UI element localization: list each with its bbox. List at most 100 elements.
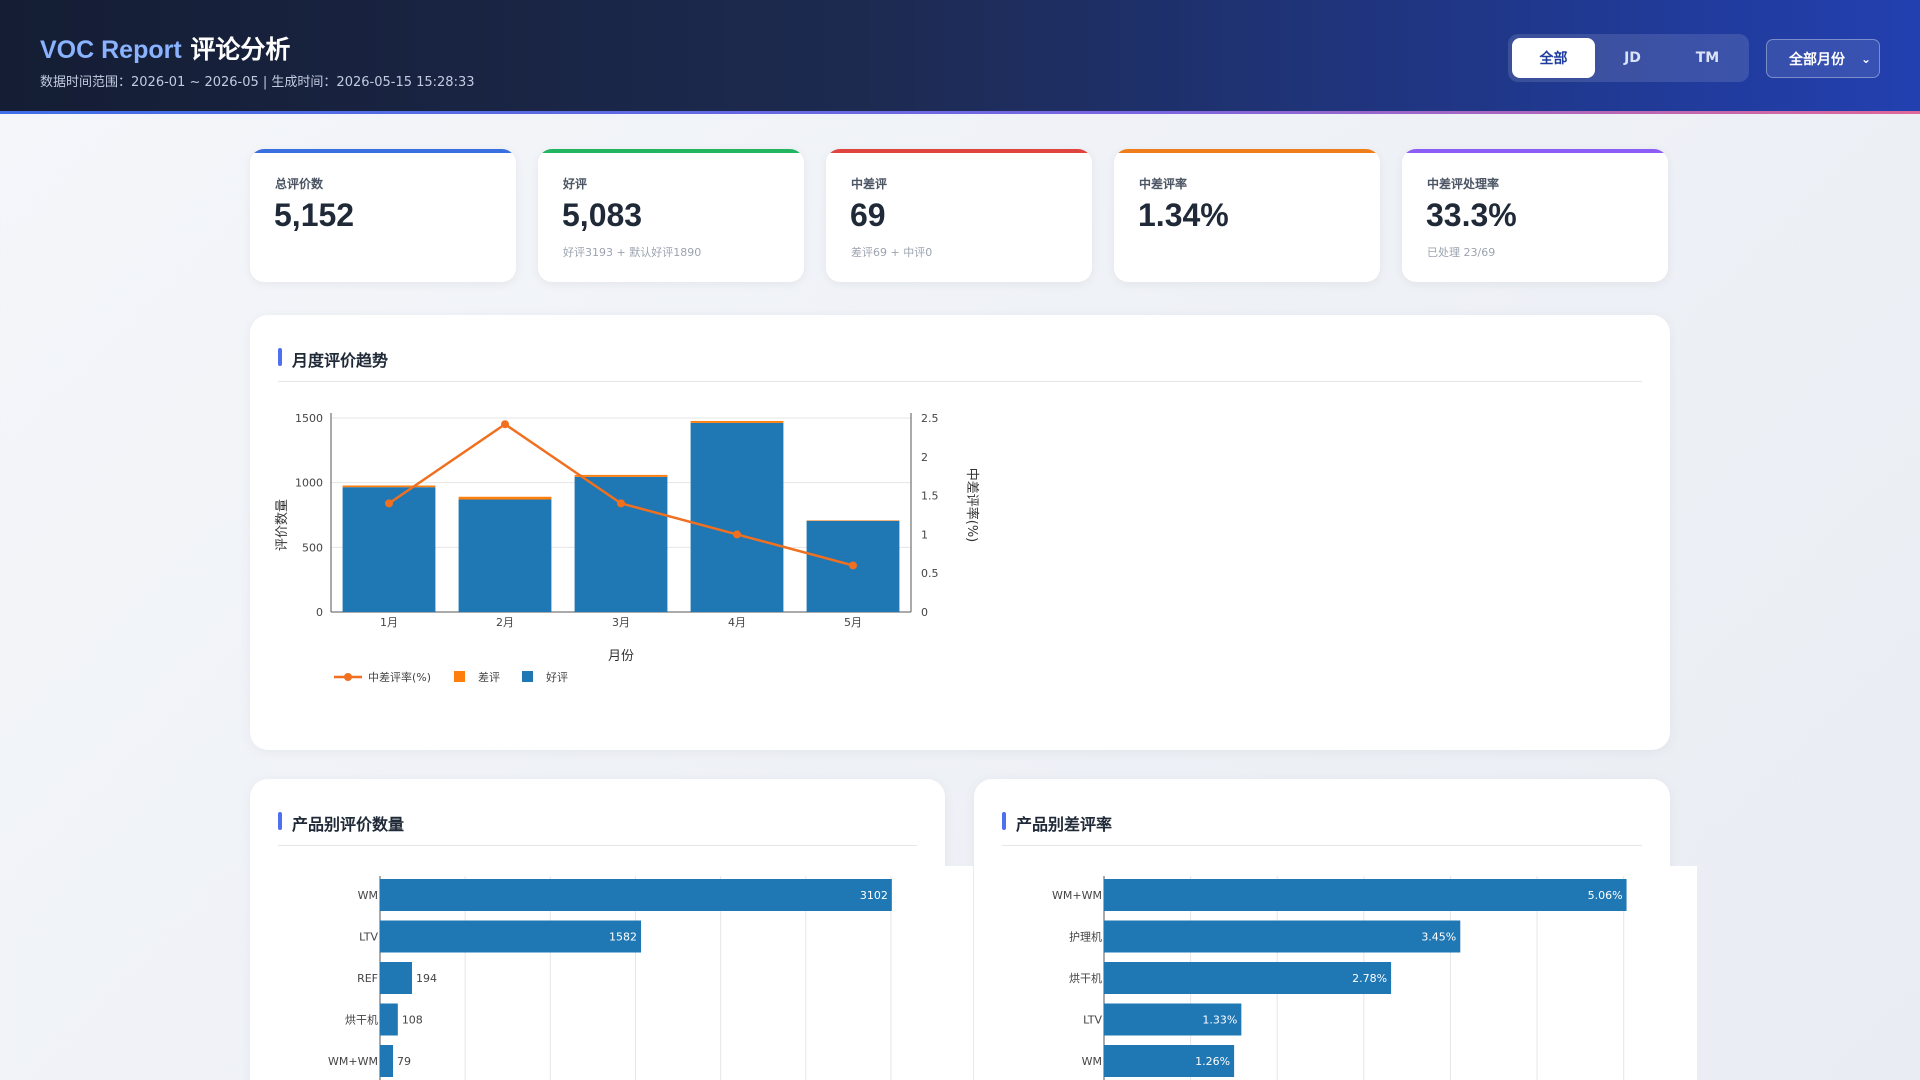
- kpi-value: 5,083: [562, 197, 643, 233]
- kpi-value: 1.34%: [1138, 197, 1229, 233]
- category-label: WM+WM: [1052, 889, 1102, 902]
- category-label: REF: [357, 972, 378, 985]
- kpi-label: 好评: [563, 177, 588, 191]
- kpi-label: 中差评处理率: [1427, 177, 1500, 191]
- category-label: WM: [358, 889, 378, 902]
- kpi-card-handling-rate: 中差评处理率 33.3% 已处理 23/69: [1402, 149, 1668, 282]
- x-tick-label: 3月: [612, 616, 630, 629]
- legend-line-marker: [344, 673, 352, 681]
- kpi-label: 总评价数: [275, 177, 324, 191]
- x-tick-label: 1月: [380, 616, 398, 629]
- month-select-value: 全部月份: [1789, 51, 1845, 68]
- kpi-accent-bar: [1402, 149, 1668, 153]
- data-label: 2.78%: [1352, 972, 1387, 985]
- y-axis-label: 评价数量: [275, 499, 290, 551]
- product-rate-chart: WM+WM 5.06% 护理机 3.45% 烘干机 2.78% LTV 1.33% WM 1.26…: [1002, 866, 1697, 1080]
- category-label: WM: [1082, 1055, 1102, 1068]
- kpi-accent-bar: [1114, 149, 1380, 153]
- y-tick-label: 0: [316, 606, 323, 619]
- bar: [1104, 920, 1461, 953]
- kpi-label: 中差评: [851, 177, 888, 191]
- bar-positive: [458, 499, 552, 612]
- bar-negative: [342, 485, 436, 488]
- bar: [380, 1045, 394, 1077]
- x-tick-label: 5月: [844, 616, 862, 629]
- bar: [380, 962, 413, 994]
- bar-positive: [574, 476, 668, 612]
- bar-positive: [690, 422, 784, 612]
- legend-swatch-positive: [522, 671, 533, 682]
- month-select[interactable]: 全部月份 ⌄: [1766, 39, 1880, 78]
- category-label: 护理机: [1069, 930, 1102, 944]
- divider: [1002, 845, 1642, 846]
- y-tick-label: 1500: [295, 412, 323, 425]
- bar-negative: [806, 520, 900, 521]
- y-tick-label: 500: [302, 541, 323, 554]
- divider: [278, 845, 917, 846]
- rate-point: [501, 420, 509, 429]
- channel-segmented-control: 全部 JD TM: [1508, 34, 1749, 82]
- x-tick-label: 4月: [728, 616, 746, 629]
- data-range-subtitle: 数据时间范围：2026-01 ~ 2026-05 | 生成时间：2026-05-…: [40, 75, 475, 90]
- bar-positive: [342, 487, 436, 612]
- bar-negative: [458, 496, 552, 500]
- legend-label: 差评: [478, 670, 500, 684]
- data-label: 3.45%: [1421, 931, 1456, 944]
- data-label: 79: [397, 1055, 411, 1068]
- data-label: 108: [402, 1014, 423, 1027]
- category-label: WM+WM: [328, 1055, 378, 1068]
- chevron-down-icon: ⌄: [1860, 51, 1871, 66]
- rate-point: [733, 530, 741, 539]
- bar: [380, 920, 642, 953]
- data-label: 5.06%: [1588, 889, 1623, 902]
- kpi-value: 5,152: [274, 197, 355, 233]
- kpi-accent-bar: [538, 149, 804, 153]
- kpi-value: 69: [850, 197, 886, 233]
- legend-label: 好评: [546, 670, 568, 684]
- y2-tick-label: 1.5: [921, 490, 939, 503]
- bar: [380, 1003, 398, 1036]
- rate-point: [617, 499, 625, 508]
- bar: [1104, 1045, 1235, 1077]
- kpi-accent-bar: [826, 149, 1092, 153]
- panel-title: 月度评价趋势: [278, 347, 388, 371]
- y2-tick-label: 0: [921, 606, 928, 619]
- data-label: 1.26%: [1195, 1055, 1230, 1068]
- kpi-card-positive: 好评 5,083 好评3193 + 默认好评1890: [538, 149, 804, 282]
- x-tick-label: 2月: [496, 616, 514, 629]
- kpi-note: 好评3193 + 默认好评1890: [563, 246, 702, 259]
- data-label: 3102: [860, 889, 888, 902]
- kpi-note: 差评69 + 中评0: [851, 246, 933, 259]
- y2-tick-label: 1: [921, 528, 928, 541]
- panel-title: 产品别差评率: [1002, 811, 1112, 835]
- bar-negative: [690, 420, 784, 423]
- category-label: 烘干机: [1069, 971, 1102, 985]
- monthly-trend-panel: 月度评价趋势 0 500 1000 1500 0 0.5 1 1.5 2 2.5 1月 2月 3月 4月 5…: [250, 315, 1670, 750]
- page-title: VOC Report 评论分析: [40, 30, 290, 66]
- app-header: VOC Report 评论分析 数据时间范围：2026-01 ~ 2026-05…: [0, 0, 1920, 114]
- kpi-card-total: 总评价数 5,152: [250, 149, 516, 282]
- bar: [1104, 962, 1392, 994]
- channel-tab-jd[interactable]: JD: [1624, 50, 1641, 66]
- bar: [1104, 1003, 1242, 1036]
- divider: [278, 381, 1642, 382]
- channel-tab-tm[interactable]: TM: [1695, 50, 1720, 66]
- bar-negative: [574, 474, 668, 477]
- category-label: LTV: [359, 931, 378, 944]
- kpi-card-negative-rate: 中差评率 1.34%: [1114, 149, 1380, 282]
- data-label: 1582: [609, 931, 637, 944]
- panel-title: 产品别评价数量: [278, 811, 404, 835]
- y2-axis-label: 中差评率(%): [964, 468, 980, 543]
- kpi-label: 中差评率: [1139, 177, 1188, 191]
- kpi-card-negative: 中差评 69 差评69 + 中评0: [826, 149, 1092, 282]
- category-label: 烘干机: [345, 1013, 378, 1027]
- channel-tab-all[interactable]: 全部: [1512, 38, 1595, 78]
- kpi-note: 已处理 23/69: [1427, 246, 1496, 259]
- y2-tick-label: 2.5: [921, 412, 939, 425]
- category-label: LTV: [1083, 1014, 1102, 1027]
- y-tick-label: 1000: [295, 477, 323, 490]
- rate-point: [849, 561, 857, 570]
- brand-name: VOC Report: [40, 36, 182, 64]
- rate-point: [385, 499, 393, 508]
